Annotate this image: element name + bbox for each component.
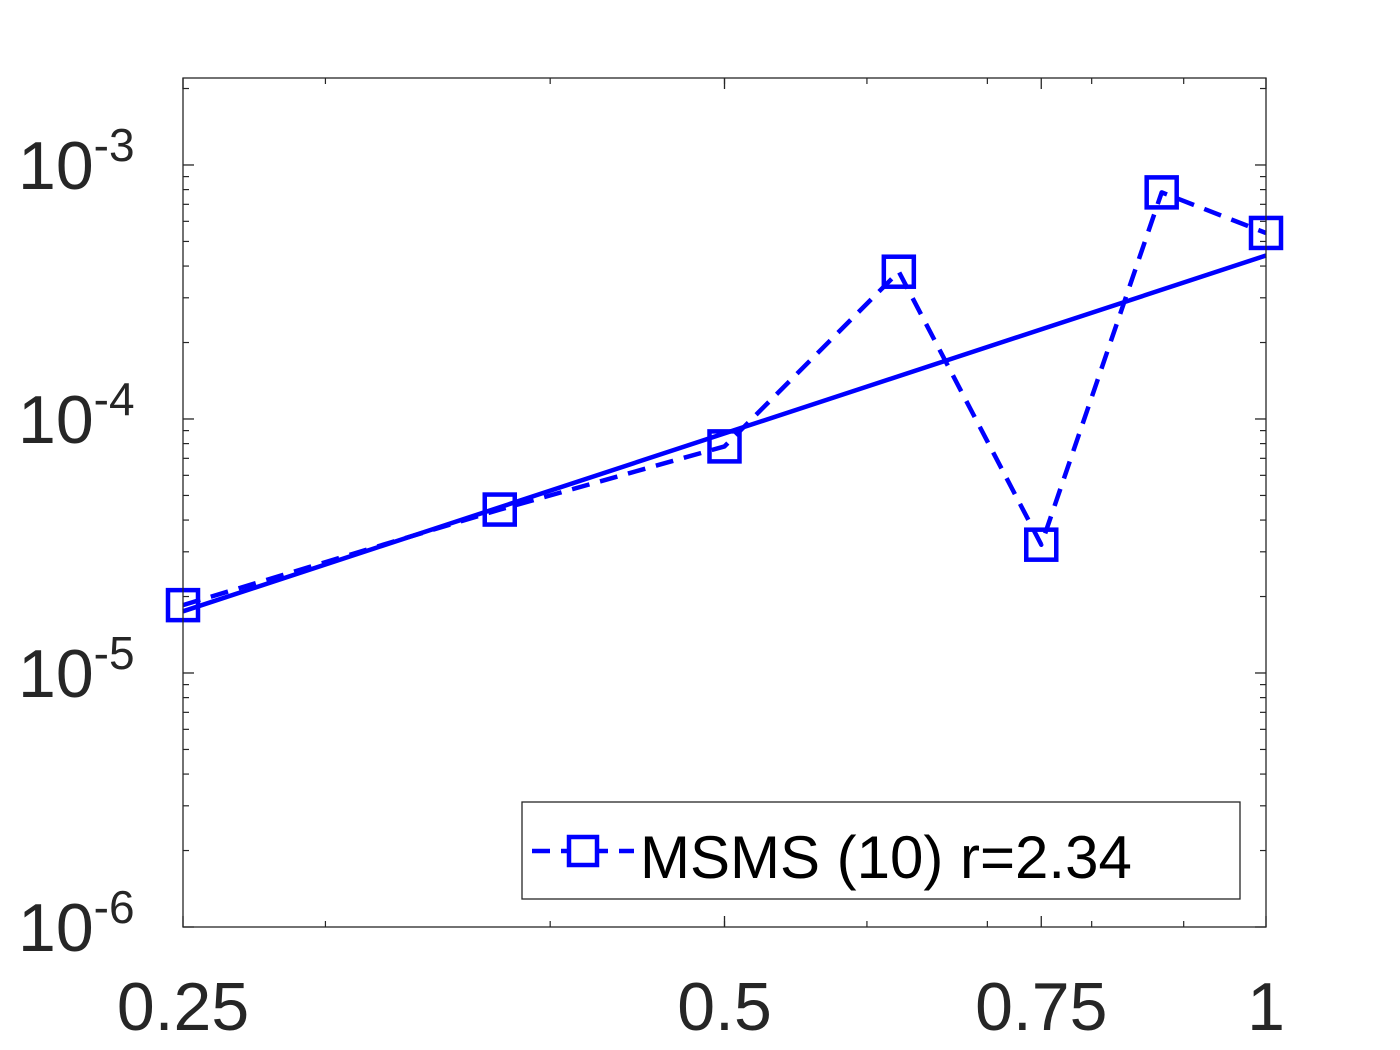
y-tick-labels: 10-6 10-5 10-4 10-3	[18, 119, 135, 966]
legend-marker	[566, 834, 600, 868]
y-tick-label: 10-3	[18, 119, 135, 204]
series-layer	[165, 175, 1284, 623]
plot-area	[183, 78, 1266, 927]
x-tick-label: 1	[1247, 969, 1285, 1045]
x-tick-label: 0.75	[975, 969, 1107, 1045]
legend: MSMS (10) r=2.34	[521, 801, 1241, 900]
y-tick-label: 10-4	[18, 373, 135, 458]
legend-label: MSMS (10) r=2.34	[640, 824, 1132, 891]
y-tick-label: 10-6	[18, 881, 135, 966]
legend-box	[521, 801, 1241, 900]
x-tick-label: 0.25	[117, 969, 249, 1045]
axes-box	[182, 77, 1267, 928]
series-marker	[1024, 527, 1059, 562]
x-tick-labels: 0.25 0.5 0.75 1	[117, 969, 1285, 1045]
series-marker	[1144, 175, 1179, 210]
series-fit-line	[182, 253, 1267, 614]
y-tick-label: 10-5	[18, 627, 135, 712]
series-dashed-line	[182, 190, 1267, 608]
series-marker	[482, 492, 518, 527]
series-marker	[881, 254, 917, 289]
x-tick-label: 0.5	[677, 969, 772, 1045]
